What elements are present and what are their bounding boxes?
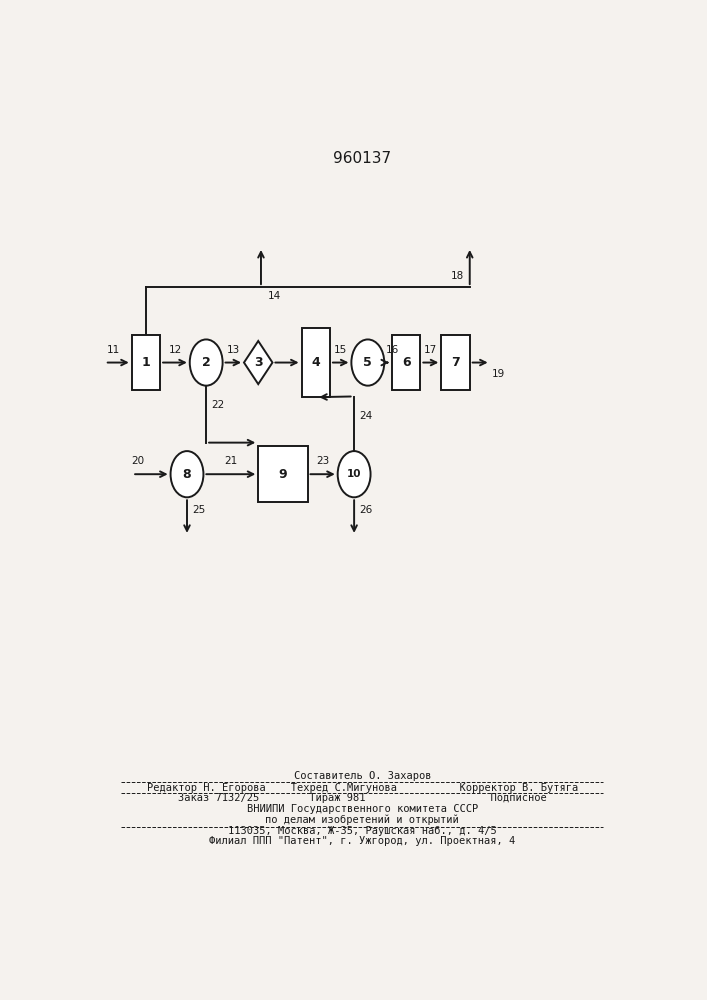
Bar	[258, 446, 308, 502]
Text: 14: 14	[267, 291, 281, 301]
Text: 9: 9	[279, 468, 287, 481]
Text: 20: 20	[131, 456, 144, 466]
Text: 7: 7	[451, 356, 460, 369]
Text: 113035, Москва, Ж-35, Раушская наб., д. 4/5: 113035, Москва, Ж-35, Раушская наб., д. …	[228, 826, 497, 836]
Bar	[441, 335, 469, 390]
Text: ВНИИПИ Государственного комитета СССР: ВНИИПИ Государственного комитета СССР	[247, 804, 478, 814]
Text: 11: 11	[107, 345, 120, 355]
Text: 23: 23	[316, 456, 329, 466]
Text: 6: 6	[402, 356, 411, 369]
Text: по делам изобретений и открытий: по делам изобретений и открытий	[265, 815, 460, 825]
Text: Редактор Н. Егорова    Техред С.Мигунова          Корректор В. Бутяга: Редактор Н. Егорова Техред С.Мигунова Ко…	[147, 783, 578, 793]
Text: Филиал ППП "Патент", г. Ужгород, ул. Проектная, 4: Филиал ППП "Патент", г. Ужгород, ул. Про…	[209, 836, 515, 846]
Text: 17: 17	[424, 345, 438, 355]
Text: 12: 12	[168, 345, 182, 355]
Text: 18: 18	[451, 271, 464, 281]
Text: 19: 19	[492, 369, 506, 379]
Text: 2: 2	[201, 356, 211, 369]
Circle shape	[189, 339, 223, 386]
Polygon shape	[244, 341, 272, 384]
Text: 4: 4	[311, 356, 320, 369]
Text: Заказ 7132/25        Тираж 981                    Подписное: Заказ 7132/25 Тираж 981 Подписное	[178, 793, 547, 803]
Text: 5: 5	[363, 356, 372, 369]
Text: 960137: 960137	[333, 151, 392, 166]
Text: 3: 3	[254, 356, 262, 369]
Text: 15: 15	[334, 345, 347, 355]
Text: 24: 24	[360, 411, 373, 421]
Text: 1: 1	[141, 356, 151, 369]
Circle shape	[351, 339, 385, 386]
Text: 16: 16	[386, 345, 399, 355]
Circle shape	[338, 451, 370, 497]
Bar	[301, 328, 330, 397]
Text: 22: 22	[211, 400, 225, 410]
Circle shape	[170, 451, 204, 497]
Text: 21: 21	[224, 456, 238, 466]
Text: 25: 25	[192, 505, 206, 515]
Text: 13: 13	[227, 345, 240, 355]
Text: 26: 26	[360, 505, 373, 515]
Text: Составитель О. Захаров: Составитель О. Захаров	[293, 771, 431, 781]
Bar	[392, 335, 421, 390]
Text: 8: 8	[182, 468, 192, 481]
Text: 10: 10	[347, 469, 361, 479]
Bar	[132, 335, 160, 390]
